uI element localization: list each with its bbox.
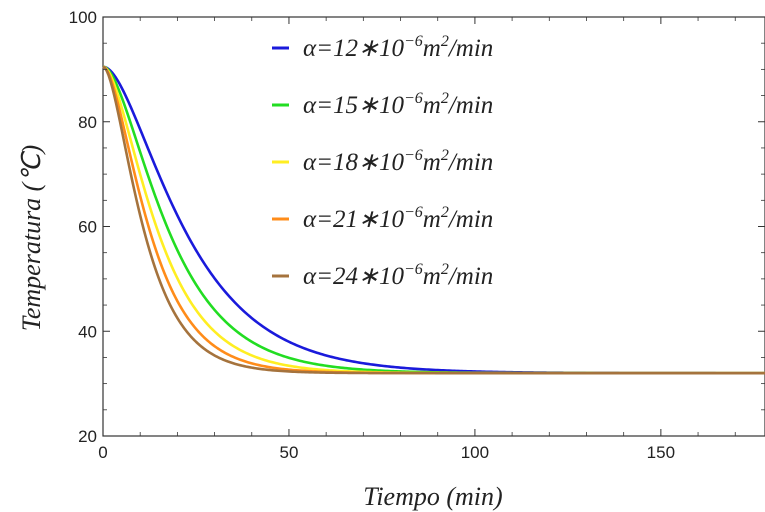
y-tick-label: 40 <box>78 322 97 341</box>
legend-item-2: α=15∗10−6m2/min <box>272 90 493 119</box>
x-tick-label: 50 <box>279 443 298 462</box>
legend-label-exponent: −6 <box>404 261 423 278</box>
legend-label-unit: m <box>423 92 441 119</box>
legend-label-unit: m <box>423 206 441 233</box>
legend-label-suffix: /min <box>447 35 493 62</box>
y-tick-label: 20 <box>78 427 97 446</box>
legend-label-unit: m <box>423 149 441 176</box>
legend-label-suffix: /min <box>447 92 493 119</box>
legend: α=12∗10−6m2/minα=15∗10−6m2/minα=18∗10−6m… <box>272 33 493 290</box>
x-axis-title: Tiempo (min) <box>363 482 502 511</box>
legend-label-unit-exponent: 2 <box>441 33 449 50</box>
legend-label-suffix: /min <box>447 206 493 233</box>
legend-label-base: α=24∗10 <box>303 263 404 290</box>
axes-layer: 0 50 100 150 20 40 60 80 100 <box>69 8 765 462</box>
legend-label-base: α=21∗10 <box>303 206 404 233</box>
legend-label: α=24∗10−6m2/min <box>303 261 493 290</box>
legend-label-unit-exponent: 2 <box>441 90 449 107</box>
legend-label-unit: m <box>423 263 441 290</box>
legend-label-base: α=18∗10 <box>303 149 404 176</box>
legend-label-unit: m <box>423 35 441 62</box>
legend-label-exponent: −6 <box>404 90 423 107</box>
series-layer <box>102 65 765 375</box>
legend-item-1: α=12∗10−6m2/min <box>272 33 493 62</box>
y-tick-label: 60 <box>78 218 97 237</box>
y-tick-label: 80 <box>78 113 97 132</box>
legend-label-exponent: −6 <box>404 204 423 221</box>
legend-label: α=12∗10−6m2/min <box>303 33 493 62</box>
series-line-5 <box>102 65 765 375</box>
legend-item-4: α=21∗10−6m2/min <box>272 204 493 233</box>
legend-label-suffix: /min <box>447 263 493 290</box>
legend-label-suffix: /min <box>447 149 493 176</box>
legend-label-exponent: −6 <box>404 147 423 164</box>
legend-label-unit-exponent: 2 <box>441 147 449 164</box>
legend-item-5: α=24∗10−6m2/min <box>272 261 493 290</box>
legend-label-unit-exponent: 2 <box>441 204 449 221</box>
x-tick-label: 0 <box>98 443 107 462</box>
legend-label-base: α=15∗10 <box>303 92 404 119</box>
y-tick-label: 100 <box>69 8 97 27</box>
x-tick-label: 100 <box>461 443 489 462</box>
legend-label-unit-exponent: 2 <box>441 261 449 278</box>
y-axis-title: Temperatura (℃) <box>17 145 46 331</box>
legend-label: α=21∗10−6m2/min <box>303 204 493 233</box>
legend-label: α=18∗10−6m2/min <box>303 147 493 176</box>
legend-item-3: α=18∗10−6m2/min <box>272 147 493 176</box>
legend-label-exponent: −6 <box>404 33 423 50</box>
x-tick-label: 150 <box>647 443 675 462</box>
legend-label: α=15∗10−6m2/min <box>303 90 493 119</box>
legend-label-base: α=12∗10 <box>303 35 404 62</box>
